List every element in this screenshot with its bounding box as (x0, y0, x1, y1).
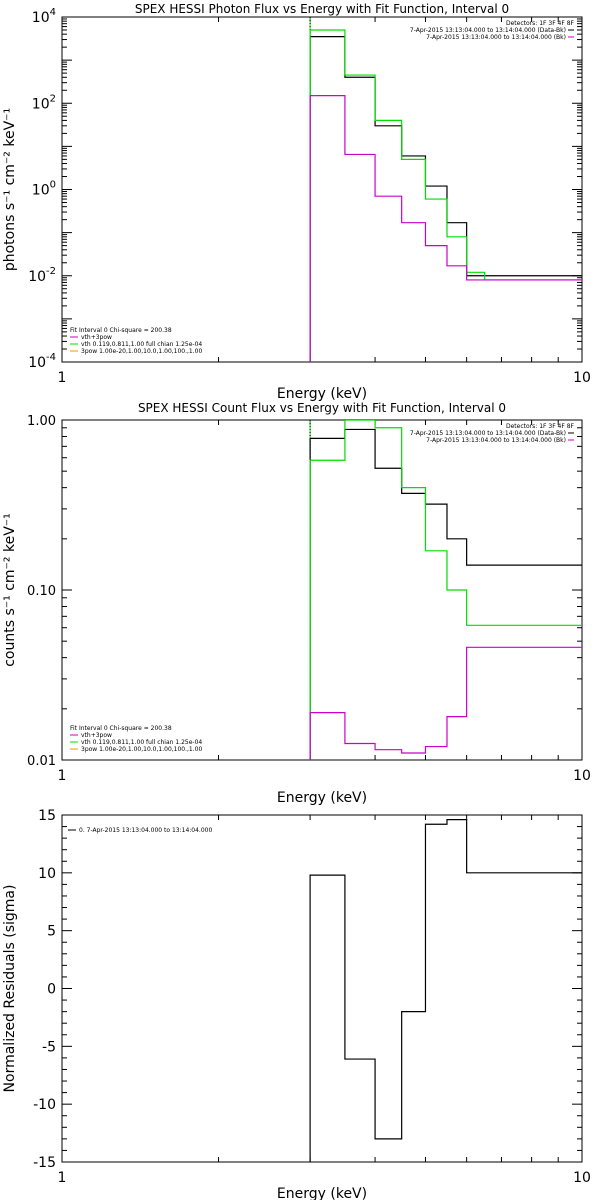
fit-legend-entry: vth 0.119,0.811,1.00 full chian 1.25e-04 (81, 341, 202, 348)
y-tick-label: 0.10 (27, 584, 56, 599)
y-tick-label: 10-2 (28, 266, 56, 285)
y-tick-label: 5 (47, 924, 56, 940)
legend-bottom-left: Fit Interval 0 Chi-square = 200.38vth+3p… (70, 725, 202, 753)
y-tick-label: -5 (42, 1039, 56, 1055)
y-tick-exponent: 2 (50, 93, 56, 104)
y-tick-label: 1.00 (27, 414, 56, 429)
series-3-histogram (309, 646, 582, 760)
legend-bottom-left: Fit Interval 0 Chi-square = 200.38vth+3p… (70, 327, 202, 355)
legend-header: Detectors: 1F 3F 4F 8F (506, 20, 575, 27)
legend-header: Detectors: 1F 3F 4F 8F (506, 423, 575, 430)
y-tick-label: 104 (32, 7, 56, 26)
x-axis-label: Energy (keV) (277, 386, 367, 402)
fit-legend-header: Fit Interval 0 Chi-square = 200.38 (70, 725, 172, 732)
plot-frame (61, 16, 583, 363)
fit-legend-entry: 3pow 1.00e-20,1.00,10.0,1.00,100.,1.00 (81, 348, 202, 355)
legend-entry: 7-Apr-2015 13:13:04.000 to 13:14:04.000 … (410, 430, 566, 437)
y-axis-label: Normalized Residuals (sigma) (2, 885, 18, 1093)
x-tick-label: 10 (573, 768, 591, 784)
chart-title: SPEX HESSI Photon Flux vs Energy with Fi… (135, 2, 509, 16)
y-tick-exponent: -4 (46, 352, 56, 363)
y-tick-exponent: 4 (50, 7, 56, 18)
legend-entry: 7-Apr-2015 13:13:04.000 to 13:14:04.000 … (410, 27, 566, 34)
y-tick-exponent: -2 (46, 266, 56, 277)
plot-frame (61, 419, 583, 761)
y-tick-label: 0 (47, 982, 56, 998)
legend-top-right: Detectors: 1F 3F 4F 8F7-Apr-2015 13:13:0… (410, 423, 575, 444)
y-tick-base: 10 (28, 269, 46, 285)
series-2-histogram (309, 29, 582, 362)
plot-area (309, 420, 582, 760)
y-axis-label: photons s⁻¹ cm⁻² keV⁻¹ (2, 108, 18, 271)
x-axis-label: Energy (keV) (277, 790, 367, 806)
x-tick-label: 1 (58, 370, 67, 386)
legend-entry: 7-Apr-2015 13:13:04.000 to 13:14:04.000 … (426, 34, 566, 41)
y-tick-label: 10-4 (28, 352, 56, 371)
series-1-histogram (309, 428, 582, 760)
fit-legend-entry: vth+3pow (81, 732, 112, 739)
y-tick-label: 0.01 (27, 754, 56, 769)
legend-top-right: 0. 7-Apr-2015 13:13:04.000 to 13:14:04.0… (68, 827, 212, 834)
legend-entry: 7-Apr-2015 13:13:04.000 to 13:14:04.000 … (426, 437, 566, 444)
chart-panel-2: SPEX HESSI Count Flux vs Energy with Fit… (2, 401, 591, 806)
x-tick-label: 10 (573, 370, 591, 386)
fit-legend-entry: vth+3pow (81, 334, 112, 341)
plot-area (309, 819, 582, 1162)
fit-legend-entry: vth 0.119,0.811,1.00 full chian 1.25e-04 (81, 739, 202, 746)
y-tick-label: 15 (38, 808, 56, 824)
x-axis-label: Energy (keV) (277, 1186, 367, 1200)
y-tick-label: -15 (33, 1155, 56, 1171)
x-tick-label: 10 (573, 1170, 591, 1186)
chart-panel-3: 1 10 -15 -10 -5 0 5 10 15 Energy (keV) Normalized … (2, 808, 591, 1200)
y-tick-base: 10 (32, 96, 50, 112)
plot-area (309, 17, 582, 362)
series-2-histogram (309, 420, 582, 760)
y-tick-base: 10 (28, 355, 46, 371)
y-tick-exponent: 0 (50, 180, 56, 191)
x-tick-label: 1 (58, 768, 67, 784)
y-axis-label: counts s⁻¹ cm⁻² keV⁻¹ (2, 513, 18, 667)
y-tick-label: -10 (33, 1097, 56, 1113)
y-tick-label: 100 (32, 180, 56, 199)
y-tick-base: 10 (32, 10, 50, 26)
y-tick-base: 10 (32, 183, 50, 199)
plot-frame (61, 814, 583, 1163)
series-3-histogram (309, 95, 582, 362)
series-1-histogram (309, 819, 582, 1162)
chart-title: SPEX HESSI Count Flux vs Energy with Fit… (138, 401, 506, 415)
chart-panel-1: SPEX HESSI Photon Flux vs Energy with Fi… (2, 2, 591, 402)
y-tick-label: 10 (38, 866, 56, 882)
fit-legend-entry: 3pow 1.00e-20,1.00,10.0,1.00,100.,1.00 (81, 746, 202, 753)
y-tick-label: 102 (32, 93, 56, 112)
x-tick-label: 1 (58, 1170, 67, 1186)
legend-entry: 0. 7-Apr-2015 13:13:04.000 to 13:14:04.0… (79, 827, 212, 834)
fit-legend-header: Fit Interval 0 Chi-square = 200.38 (70, 327, 172, 334)
legend-top-right: Detectors: 1F 3F 4F 8F7-Apr-2015 13:13:0… (410, 20, 575, 41)
